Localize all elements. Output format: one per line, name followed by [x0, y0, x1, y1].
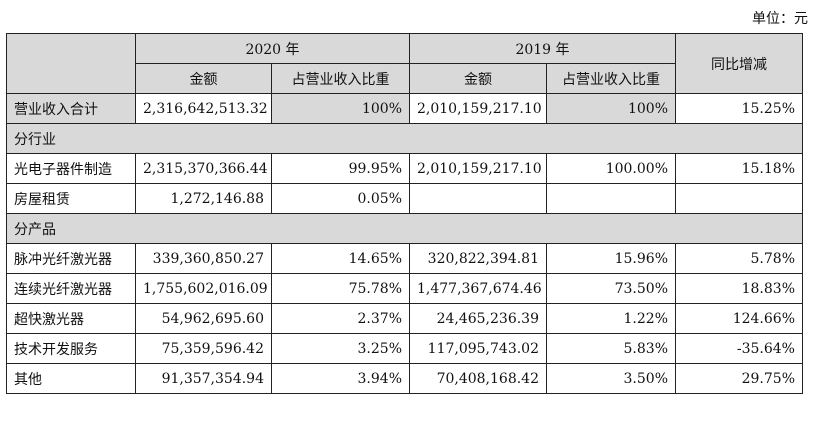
amount-2019-cell: 24,465,236.39: [409, 303, 547, 334]
amount-2019-cell: 2,010,159,217.10: [409, 153, 547, 184]
table-row: 其他 91,357,354.94 3.94% 70,408,168.42 3.5…: [6, 363, 803, 394]
total-amount-2020: 2,316,642,513.32: [135, 93, 272, 124]
yoy-cell: 18.83%: [675, 273, 803, 304]
amount-2020-cell: 1,272,146.88: [135, 183, 272, 214]
share-2019-cell: 100.00%: [546, 153, 676, 184]
unit-label: 单位：元: [752, 11, 808, 27]
total-row: 营业收入合计 2,316,642,513.32 100% 2,010,159,2…: [6, 93, 803, 124]
yoy-cell: [675, 183, 803, 214]
row-label: 脉冲光纤激光器: [6, 243, 136, 274]
amount-2019-cell: [409, 183, 547, 214]
share-2020-cell: 14.65%: [271, 243, 410, 274]
header-row-columns: 金额 占营业收入比重 金额 占营业收入比重: [7, 63, 803, 94]
amount-2020-cell: 1,755,602,016.09: [135, 273, 272, 304]
table-row: 脉冲光纤激光器 339,360,850.27 14.65% 320,822,39…: [6, 243, 803, 274]
yoy-cell: 5.78%: [675, 243, 803, 274]
row-label: 其他: [6, 363, 136, 394]
table-row: 超快激光器 54,962,695.60 2.37% 24,465,236.39 …: [6, 303, 803, 334]
yoy-cell: 15.18%: [675, 153, 803, 184]
share-2020-cell: 2.37%: [271, 303, 410, 334]
header-yoy-change: 同比增减: [675, 33, 803, 94]
table-row: 连续光纤激光器 1,755,602,016.09 75.78% 1,477,36…: [6, 273, 803, 304]
share-2020-cell: 0.05%: [271, 183, 410, 214]
table-row: 光电子器件制造 2,315,370,366.44 99.95% 2,010,15…: [6, 153, 803, 184]
header-amount-2020: 金额: [135, 63, 272, 94]
total-yoy: 15.25%: [675, 93, 803, 124]
table-row: 技术开发服务 75,359,596.42 3.25% 117,095,743.0…: [6, 333, 803, 364]
section-header-product: 分产品: [6, 213, 803, 244]
amount-2019-cell: 1,477,367,674.46: [409, 273, 547, 304]
row-label: 光电子器件制造: [6, 153, 136, 184]
section-title: 分行业: [6, 123, 803, 154]
header-year-2020: 2020 年: [135, 33, 410, 64]
header-row-years: 2020 年 2019 年 同比增减: [6, 33, 803, 94]
share-2020-cell: 3.25%: [271, 333, 410, 364]
amount-2020-cell: 75,359,596.42: [135, 333, 272, 364]
total-share-2020: 100%: [271, 93, 410, 124]
row-label: 房屋租赁: [6, 183, 136, 214]
share-2020-cell: 3.94%: [271, 363, 410, 394]
total-share-2019: 100%: [546, 93, 676, 124]
amount-2019-cell: 70,408,168.42: [409, 363, 547, 394]
row-label: 超快激光器: [6, 303, 136, 334]
share-2019-cell: 1.22%: [546, 303, 676, 334]
share-2020-cell: 99.95%: [271, 153, 410, 184]
share-2019-cell: [546, 183, 676, 214]
amount-2020-cell: 339,360,850.27: [135, 243, 272, 274]
row-label: 连续光纤激光器: [6, 273, 136, 304]
amount-2019-cell: 320,822,394.81: [409, 243, 547, 274]
row-label: 技术开发服务: [6, 333, 136, 364]
yoy-cell: 29.75%: [675, 363, 803, 394]
header-year-2019: 2019 年: [409, 33, 676, 64]
header-share-2019: 占营业收入比重: [546, 63, 676, 94]
share-2019-cell: 5.83%: [546, 333, 676, 364]
amount-2019-cell: 117,095,743.02: [409, 333, 547, 364]
yoy-cell: 124.66%: [675, 303, 803, 334]
revenue-table: 2020 年 2019 年 同比增减 金额 占营业收入比重 金额 占营业收入比重…: [6, 33, 803, 394]
yoy-cell: -35.64%: [675, 333, 803, 364]
share-2019-cell: 73.50%: [546, 273, 676, 304]
share-2019-cell: 3.50%: [546, 363, 676, 394]
amount-2020-cell: 2,315,370,366.44: [135, 153, 272, 184]
share-2020-cell: 75.78%: [271, 273, 410, 304]
total-amount-2019: 2,010,159,217.10: [409, 93, 547, 124]
header-share-2020: 占营业收入比重: [271, 63, 410, 94]
amount-2020-cell: 54,962,695.60: [135, 303, 272, 334]
section-title: 分产品: [6, 213, 803, 244]
section-header-industry: 分行业: [6, 123, 803, 154]
header-amount-2019: 金额: [409, 63, 547, 94]
amount-2020-cell: 91,357,354.94: [135, 363, 272, 394]
table-row: 房屋租赁 1,272,146.88 0.05%: [6, 183, 803, 214]
total-label: 营业收入合计: [6, 93, 136, 124]
share-2019-cell: 15.96%: [546, 243, 676, 274]
header-corner-cell: [6, 33, 136, 94]
